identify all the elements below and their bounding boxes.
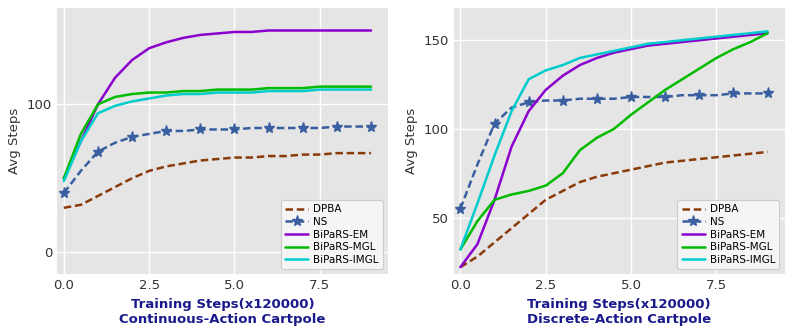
DPBA: [711, 155, 721, 159]
DPBA: [366, 151, 376, 155]
BiPaRS-IMGL: [213, 91, 222, 95]
DPBA: [315, 153, 324, 157]
BiPaRS-IMGL: [473, 201, 482, 205]
DPBA: [541, 198, 550, 202]
BiPaRS-MGL: [456, 247, 465, 252]
BiPaRS-EM: [695, 38, 704, 42]
BiPaRS-MGL: [745, 40, 755, 44]
BiPaRS-IMGL: [76, 139, 86, 143]
BiPaRS-EM: [196, 33, 205, 37]
BiPaRS-MGL: [366, 85, 376, 89]
NS: [76, 169, 86, 173]
BiPaRS-MGL: [541, 184, 550, 188]
DPBA: [763, 150, 772, 154]
NS: [162, 129, 171, 133]
BiPaRS-MGL: [298, 86, 308, 90]
DPBA: [695, 157, 704, 161]
BiPaRS-MGL: [524, 189, 534, 193]
NS: [110, 141, 120, 145]
BiPaRS-MGL: [110, 95, 120, 99]
BiPaRS-IMGL: [592, 52, 602, 56]
BiPaRS-IMGL: [507, 109, 516, 113]
BiPaRS-MGL: [315, 85, 324, 89]
BiPaRS-IMGL: [162, 94, 171, 98]
BiPaRS-EM: [281, 28, 290, 32]
NS: [247, 126, 256, 130]
BiPaRS-MGL: [264, 86, 274, 90]
BiPaRS-MGL: [763, 31, 772, 35]
BiPaRS-IMGL: [110, 104, 120, 108]
BiPaRS-EM: [592, 56, 602, 60]
DPBA: [281, 154, 290, 158]
Line: BiPaRS-IMGL: BiPaRS-IMGL: [461, 31, 768, 249]
BiPaRS-MGL: [213, 88, 222, 92]
BiPaRS-MGL: [575, 148, 584, 152]
BiPaRS-EM: [349, 28, 358, 32]
BiPaRS-IMGL: [729, 33, 738, 37]
NS: [178, 129, 188, 133]
BiPaRS-MGL: [178, 89, 188, 93]
BiPaRS-MGL: [507, 192, 516, 196]
BiPaRS-EM: [178, 36, 188, 40]
BiPaRS-IMGL: [230, 91, 239, 95]
BiPaRS-IMGL: [575, 56, 584, 60]
BiPaRS-EM: [298, 28, 308, 32]
NS: [695, 93, 704, 97]
NS: [592, 97, 602, 101]
BiPaRS-MGL: [196, 89, 205, 93]
NS: [626, 95, 636, 99]
BiPaRS-IMGL: [264, 89, 274, 93]
NS: [763, 92, 772, 96]
BiPaRS-MGL: [76, 132, 86, 136]
BiPaRS-EM: [59, 176, 68, 180]
NS: [643, 95, 653, 99]
NS: [281, 126, 290, 130]
NS: [524, 100, 534, 104]
NS: [711, 93, 721, 97]
NS: [264, 126, 274, 130]
DPBA: [456, 265, 465, 269]
BiPaRS-EM: [332, 28, 342, 32]
X-axis label: Training Steps(x120000)
Continuous-Action Cartpole: Training Steps(x120000) Continuous-Actio…: [120, 298, 326, 326]
DPBA: [524, 212, 534, 216]
DPBA: [490, 240, 500, 244]
BiPaRS-IMGL: [490, 153, 500, 157]
DPBA: [332, 151, 342, 155]
DPBA: [729, 153, 738, 157]
NS: [366, 125, 376, 129]
BiPaRS-MGL: [144, 91, 154, 95]
NS: [196, 128, 205, 132]
Line: BiPaRS-EM: BiPaRS-EM: [63, 30, 371, 178]
DPBA: [213, 157, 222, 161]
Line: BiPaRS-MGL: BiPaRS-MGL: [63, 87, 371, 178]
DPBA: [196, 159, 205, 163]
DPBA: [643, 164, 653, 168]
Line: DPBA: DPBA: [461, 152, 768, 267]
BiPaRS-MGL: [677, 77, 687, 81]
NS: [94, 150, 103, 154]
BiPaRS-MGL: [695, 66, 704, 70]
BiPaRS-MGL: [626, 113, 636, 117]
NS: [575, 97, 584, 101]
BiPaRS-EM: [144, 46, 154, 50]
BiPaRS-IMGL: [298, 89, 308, 93]
BiPaRS-IMGL: [695, 36, 704, 40]
BiPaRS-IMGL: [609, 49, 619, 53]
BiPaRS-EM: [162, 40, 171, 44]
NS: [298, 126, 308, 130]
BiPaRS-EM: [94, 102, 103, 106]
DPBA: [592, 175, 602, 179]
DPBA: [558, 189, 568, 193]
BiPaRS-IMGL: [196, 92, 205, 96]
Legend: DPBA, NS, BiPaRS-EM, BiPaRS-MGL, BiPaRS-IMGL: DPBA, NS, BiPaRS-EM, BiPaRS-MGL, BiPaRS-…: [281, 200, 383, 269]
BiPaRS-IMGL: [94, 111, 103, 115]
BiPaRS-IMGL: [541, 68, 550, 72]
BiPaRS-IMGL: [315, 88, 324, 92]
BiPaRS-EM: [575, 63, 584, 67]
BiPaRS-EM: [473, 242, 482, 246]
BiPaRS-MGL: [592, 136, 602, 140]
BiPaRS-MGL: [247, 88, 256, 92]
NS: [473, 162, 482, 166]
BiPaRS-EM: [643, 43, 653, 47]
Line: DPBA: DPBA: [63, 153, 371, 208]
